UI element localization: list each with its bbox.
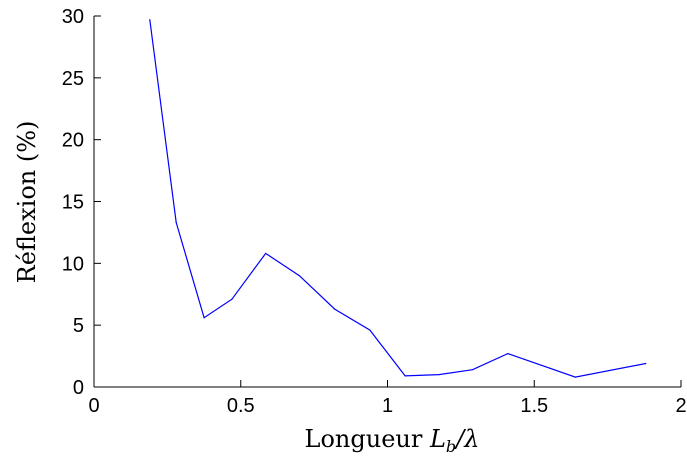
y-tick-label: 5: [73, 315, 84, 337]
x-tick-label: 2: [675, 395, 686, 417]
x-axis-title: Longueur Lb/λ: [305, 425, 480, 456]
data-point: [369, 329, 371, 331]
y-tick-label: 15: [62, 192, 84, 214]
data-point: [472, 369, 474, 371]
x-ticks: 0 0.5 1 1.5 2: [88, 380, 687, 417]
y-tick-label: 30: [62, 6, 84, 28]
x-tick-label: 1: [382, 395, 393, 417]
data-point: [175, 221, 177, 224]
data-point: [574, 376, 576, 378]
series-line: [149, 19, 646, 378]
series-group: [149, 19, 647, 378]
data-point: [298, 275, 301, 277]
x-tick-label: 1.5: [520, 395, 548, 417]
x-tick-label: 0.5: [227, 395, 255, 417]
data-point: [231, 298, 233, 300]
axes: [93, 16, 681, 388]
data-point: [507, 353, 509, 355]
data-point: [265, 252, 267, 255]
y-tick-label: 0: [73, 377, 84, 399]
data-point: [149, 19, 151, 21]
y-tick-label: 25: [62, 68, 84, 90]
y-ticks: 0 5 10 15 20 25 30: [62, 6, 101, 399]
y-tick-label: 10: [62, 253, 84, 275]
data-point: [334, 308, 336, 310]
data-point: [645, 362, 647, 365]
y-tick-label: 20: [62, 130, 84, 152]
data-point: [203, 317, 205, 319]
y-axis-title: Réflexion (%): [13, 121, 41, 284]
x-tick-label: 0: [88, 395, 99, 417]
data-point: [404, 375, 406, 377]
data-point: [438, 374, 440, 376]
